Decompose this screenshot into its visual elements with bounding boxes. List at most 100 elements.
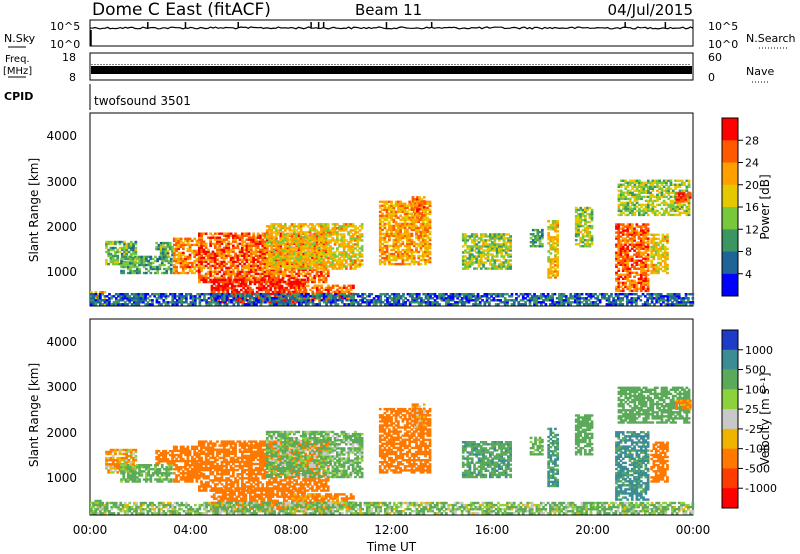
heatmap-cell <box>428 244 432 248</box>
heatmap-cell <box>617 257 621 260</box>
heatmap-cell <box>186 265 190 269</box>
heatmap-cell <box>120 265 123 269</box>
heatmap-cell <box>617 259 621 262</box>
heatmap-cell <box>254 246 258 249</box>
heatmap-cell <box>493 263 497 266</box>
heatmap-cell <box>306 256 310 259</box>
heatmap-cell <box>260 280 263 284</box>
heatmap-cell <box>426 222 430 226</box>
heatmap-cell <box>306 231 310 234</box>
heatmap-cell <box>105 240 108 244</box>
heatmap-cell <box>140 255 144 259</box>
heatmap-cell <box>619 243 623 246</box>
heatmap-cell <box>256 236 260 239</box>
heatmap-cell <box>531 243 535 246</box>
heatmap-cell <box>650 265 653 269</box>
heatmap-cell <box>489 263 492 266</box>
heatmap-cell <box>313 280 317 284</box>
heatmap-cell <box>221 300 225 304</box>
heatmap-cell <box>286 250 289 253</box>
heatmap-cell <box>640 205 643 209</box>
heatmap-cell <box>281 256 285 259</box>
heatmap-cell <box>320 272 323 276</box>
heatmap-cell <box>397 254 400 258</box>
heatmap-cell <box>421 258 425 262</box>
heatmap-cell <box>667 189 671 192</box>
heatmap-cell <box>637 247 641 250</box>
heatmap-cell <box>107 262 110 266</box>
heatmap-cell <box>422 200 426 203</box>
heatmap-cell <box>475 259 479 262</box>
heatmap-cell <box>313 268 317 272</box>
heatmap-cell <box>200 256 203 259</box>
heatmap-cell <box>164 247 168 251</box>
heatmap-cell <box>554 230 557 233</box>
heatmap-cell <box>356 237 359 240</box>
heatmap-cell <box>138 269 141 273</box>
heatmap-cell <box>331 261 335 264</box>
heatmap-cell <box>652 249 656 253</box>
heatmap-cell <box>419 224 423 228</box>
heatmap-cell <box>413 216 417 219</box>
heatmap-cell <box>581 235 585 238</box>
heatmap-cell <box>584 243 587 246</box>
heatmap-cell <box>403 232 407 236</box>
heatmap-cell <box>403 214 407 217</box>
heatmap-cell <box>195 239 199 243</box>
heatmap-cell <box>646 233 650 236</box>
heatmap-cell <box>340 288 344 291</box>
heatmap-cell <box>654 253 658 257</box>
heatmap-cell <box>124 255 128 259</box>
heatmap-cell <box>217 282 221 286</box>
heatmap-cell <box>549 228 553 231</box>
heatmap-cell <box>250 266 253 270</box>
heatmap-cell <box>218 252 222 255</box>
heatmap-cell <box>213 252 217 255</box>
heatmap-cell <box>586 233 589 236</box>
heatmap-cell <box>184 243 187 247</box>
heatmap-cell <box>109 256 113 260</box>
heatmap-cell <box>421 232 425 236</box>
heatmap-cell <box>619 211 623 215</box>
heatmap-cell <box>630 225 634 228</box>
heatmap-cell <box>304 233 307 236</box>
heatmap-cell <box>486 267 490 270</box>
heatmap-cell <box>250 248 253 251</box>
heatmap-cell <box>295 259 298 262</box>
heatmap-cell <box>495 245 499 248</box>
heatmap-cell <box>270 225 274 228</box>
heatmap-cell <box>317 261 321 264</box>
heatmap-cell <box>224 278 227 282</box>
heatmap-cell <box>200 250 203 253</box>
heatmap-cell <box>461 263 465 266</box>
heatmap-cell <box>123 250 126 254</box>
heatmap-cell <box>263 274 267 278</box>
heatmap-cell <box>340 267 344 270</box>
heatmap-cell <box>426 242 430 246</box>
heatmap-cell <box>493 237 497 240</box>
heatmap-cell <box>617 267 621 270</box>
heatmap-cell <box>231 288 234 292</box>
heatmap-cell <box>482 245 485 248</box>
heatmap-cell <box>669 207 673 211</box>
heatmap-cell <box>421 236 425 240</box>
heatmap-cell <box>160 259 164 263</box>
heatmap-cell <box>667 185 671 188</box>
heatmap-cell <box>502 239 506 242</box>
heatmap-cell <box>114 250 117 254</box>
heatmap-cell <box>191 249 194 253</box>
heatmap-cell <box>358 255 362 258</box>
heatmap-cell <box>322 242 326 245</box>
heatmap-cell <box>420 204 424 207</box>
heatmap-cell <box>617 281 621 285</box>
heatmap-cell <box>470 233 474 236</box>
heatmap-cell <box>504 265 508 268</box>
heatmap-cell <box>287 278 291 282</box>
heatmap-cell <box>270 255 274 258</box>
heatmap-cell <box>426 244 430 248</box>
heatmap-cell <box>272 244 276 247</box>
heatmap-cell <box>426 218 430 222</box>
heatmap-cell <box>417 256 421 260</box>
heatmap-cell <box>334 284 337 287</box>
heatmap-cell <box>245 272 249 276</box>
